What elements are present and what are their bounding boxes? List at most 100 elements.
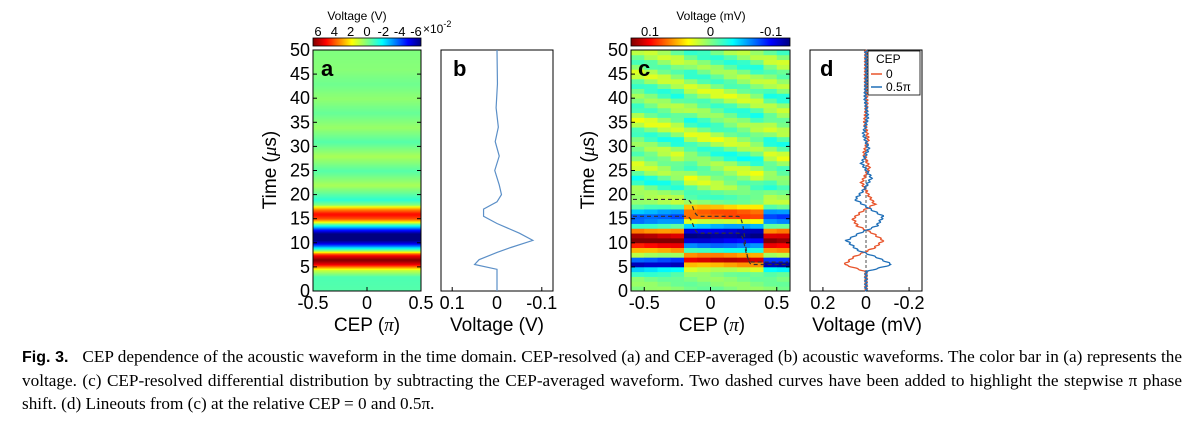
heatmap-c-cell [657,122,672,128]
heatmap-c-cell [670,286,685,291]
heatmap-c-cell [750,127,764,133]
heatmap-c-cell [670,54,685,61]
heatmap-c-cell [697,189,711,195]
heatmap-c-cell [776,165,790,171]
heatmap-c-cell [710,180,725,186]
heatmap-a-cell [313,175,421,178]
heatmap-a-cell [313,124,421,127]
heatmap-c-cell [644,78,658,85]
y-tick-label: 20 [608,185,628,205]
heatmap-c-cell [670,88,685,94]
heatmap-c-cell [750,156,764,162]
heatmap-a-cell [313,192,421,194]
heatmap-c-cell [776,131,790,138]
heatmap-a-cell [313,68,421,70]
heatmap-a-cell [313,229,421,232]
heatmap-a-cell [313,160,421,163]
heatmap-c-cell [723,98,738,104]
heatmap-c-cell [631,54,645,61]
heatmap-c-cell [723,175,738,181]
heatmap-a-cell [313,150,421,152]
panel-a: Voltage (V) 6 4 2 0 -2 -4 -6 ×10-2 a 051015202… [260,9,451,336]
heatmap-c-cell [644,74,658,80]
heatmap-c-cell [763,233,778,239]
heatmap-c-cell [670,156,685,162]
heatmap-c-cell [657,257,672,263]
heatmap-c-cell [670,136,685,142]
heatmap-c-cell [670,103,685,109]
heatmap-c-cell [737,252,751,258]
heatmap-a-cell [313,241,421,244]
heatmap-c-cell [644,54,658,61]
heatmap-a-cell [313,117,421,120]
heatmap-c-cell [697,276,711,282]
heatmap-c-cell [737,151,751,157]
heatmap-c-cell [723,83,738,89]
heatmap-a-cell [313,250,421,252]
heatmap-c-cell [763,160,778,167]
heatmap-c-cell [697,54,711,61]
heatmap-c-cell [750,93,764,99]
heatmap-c-cell [737,122,751,128]
heatmap-c-cell [697,64,711,70]
heatmap-c-cell [723,131,738,138]
heatmap-c-cell [710,64,725,70]
heatmap-a-cell [313,72,421,75]
heatmap-c-cell [657,170,672,176]
trace-b-line [473,49,535,291]
heatmap-a-cell [313,148,421,151]
heatmap-a-cell [313,56,421,58]
heatmap-c-cell [684,242,698,249]
heatmap-c-cell [631,156,645,162]
heatmap-c-cell [697,93,711,99]
heatmap-c-cell [644,151,658,157]
heatmap-c-cell [750,69,764,75]
heatmap-c-cell [737,117,751,123]
heatmap-a-cell [313,71,421,74]
heatmap-c-cell [657,281,672,287]
heatmap-c-cell [697,209,711,215]
heatmap-a-cell [313,223,421,226]
heatmap-a-cell [313,182,421,185]
heatmap-c-cell [737,257,751,263]
heatmap-c-cell [750,83,764,89]
heatmap-c-cell [776,151,790,157]
heatmap-c-cell [644,276,658,282]
heatmap-a-cell [313,131,421,134]
heatmap-c-cell [763,252,778,258]
heatmap-c-cell [710,204,725,210]
heatmap-c-cell [763,59,778,65]
heatmap-c-cell [710,276,725,282]
heatmap-c-cell [750,252,764,258]
heatmap-c-cell [631,189,645,195]
heatmap-c-cell [776,189,790,195]
heatmap-c-cell [631,180,645,186]
heatmap-a-cell [313,224,421,227]
heatmap-c-cell [737,127,751,133]
heatmap-c-cell [710,146,725,152]
heatmap-a-cell [313,235,421,238]
heatmap-c-cell [763,112,778,118]
heatmap-c-cell [763,122,778,128]
heatmap-c-cell [750,228,764,234]
heatmap-c-cell [697,107,711,114]
heatmap-c-cell [763,98,778,104]
heatmap-c-cell [670,83,685,89]
heatmap-c-cell [723,209,738,215]
x-tick-label: 0 [492,293,502,313]
heatmap-c-cell [710,117,725,123]
heatmap-a-cell [313,216,421,219]
heatmap-c-cell [670,107,685,114]
heatmap-c-cell [670,127,685,133]
axis-d-x-ticks: 0.2 0 -0.2 [810,287,925,313]
colorbar-c-title: Voltage (mV) [676,9,745,23]
heatmap-c-cell [710,131,725,138]
heatmap-a-cell [313,282,421,285]
heatmap-a-cell [313,218,421,221]
heatmap-c-cell [776,50,790,56]
axis-a-y-ticks: 0 5 10 15 20 25 30 35 40 45 50 [290,40,421,301]
heatmap-c-cell [644,194,658,200]
heatmap-c-cell [710,54,725,61]
heatmap-c-cell [657,107,672,114]
heatmap-c-cell [737,281,751,287]
